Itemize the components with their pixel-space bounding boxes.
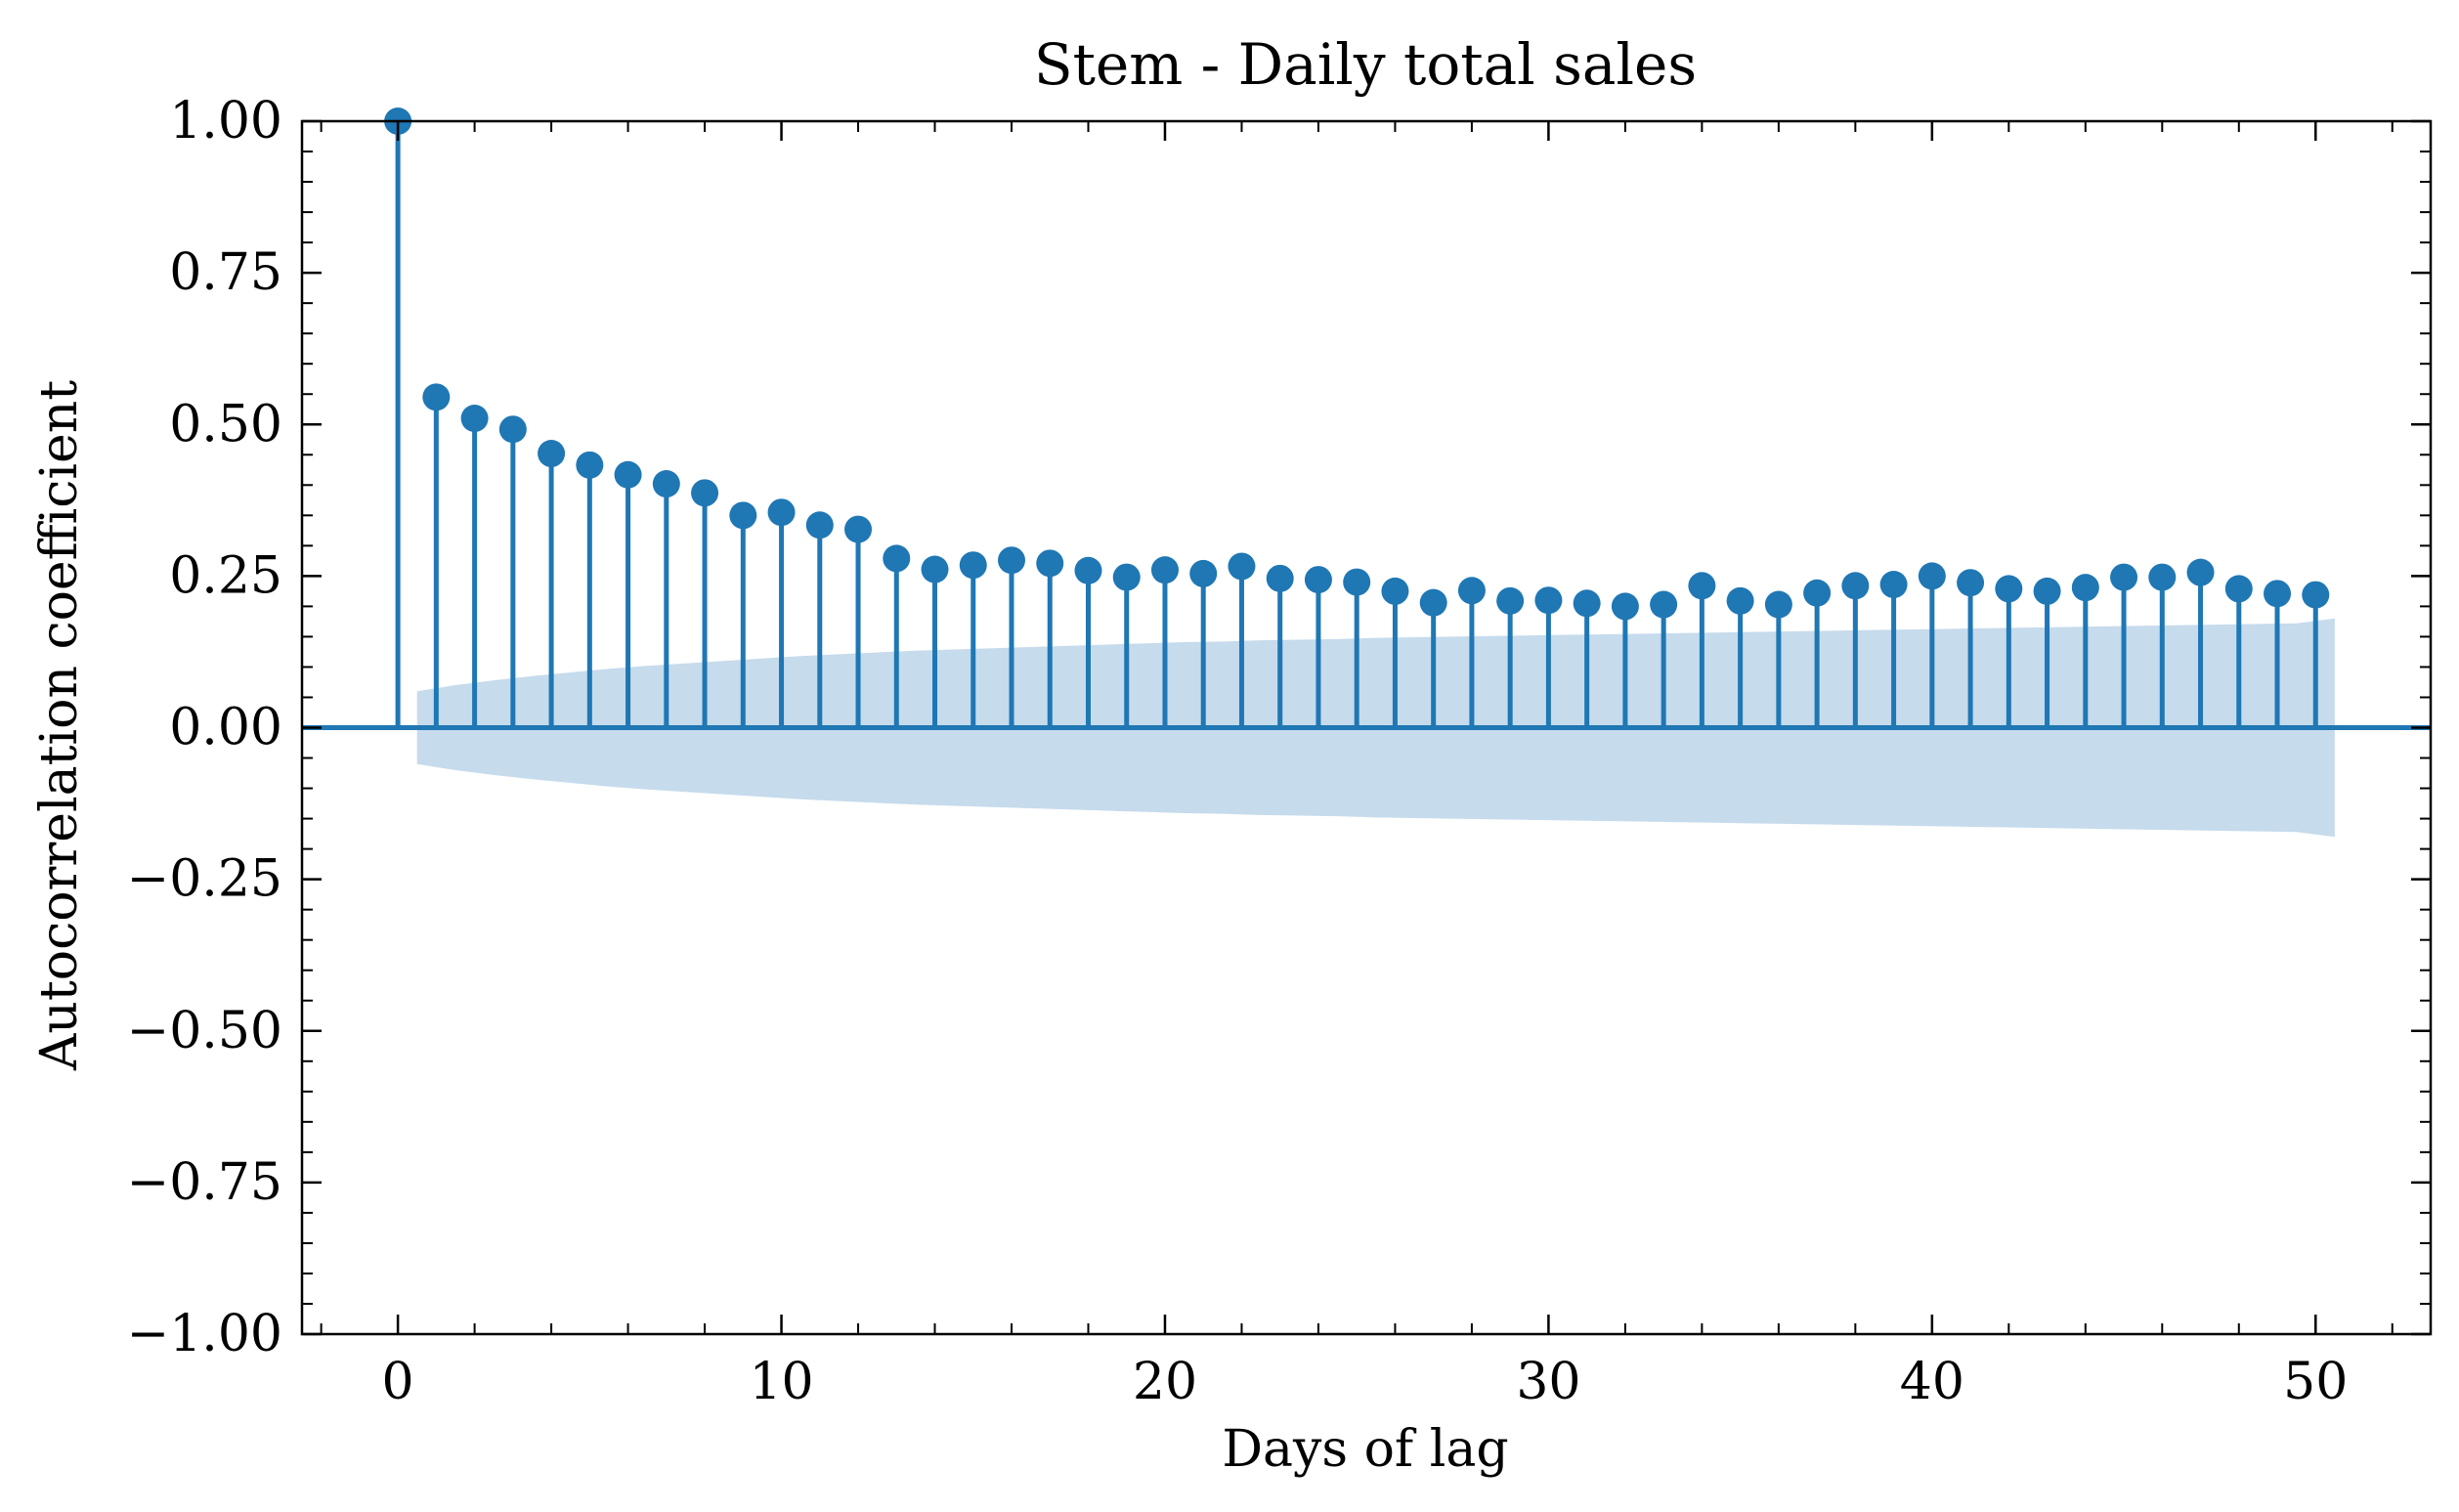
- stem-marker: [498, 415, 527, 444]
- stem-marker: [1534, 586, 1563, 615]
- axes: 0 10 20 30 40 50 1.00 0.75 0.50 0.25 0.00 −0.25 −0.5…: [127, 92, 2431, 1411]
- stem-marker: [959, 551, 987, 580]
- stem-marker: [1726, 586, 1754, 615]
- stem-marker: [1957, 569, 1985, 597]
- x-tick-label: 0: [382, 1353, 414, 1411]
- stem-marker: [1573, 589, 1601, 618]
- stem-marker: [767, 498, 796, 527]
- stem-marker: [1611, 592, 1639, 621]
- y-tick-label: 0.50: [169, 395, 282, 454]
- stem-marker: [729, 501, 757, 530]
- stem-marker: [2148, 563, 2177, 591]
- y-tick-label: 0.00: [169, 699, 282, 757]
- stem-marker: [1343, 568, 1371, 596]
- stem-marker: [1266, 564, 1294, 592]
- stem-marker: [1496, 586, 1525, 615]
- stem-marker: [805, 511, 834, 540]
- x-tick-label: 20: [1133, 1353, 1197, 1411]
- stem-marker: [652, 470, 680, 498]
- stem-marker: [998, 546, 1025, 575]
- x-tick-label: 50: [2283, 1353, 2348, 1411]
- stem-marker: [2264, 580, 2292, 608]
- y-tick-label: −0.50: [127, 1002, 282, 1060]
- stem-marker: [921, 555, 949, 583]
- stem-marker: [1995, 575, 2023, 603]
- stem-marker: [1074, 556, 1102, 584]
- stem-marker: [1381, 577, 1409, 605]
- stem-marker: [1150, 556, 1179, 584]
- x-tick-label: 40: [1900, 1353, 1964, 1411]
- stem-marker: [691, 479, 719, 507]
- y-tick-label: −1.00: [127, 1305, 282, 1363]
- stem-marker: [2302, 581, 2330, 609]
- y-tick-label: 0.25: [169, 546, 282, 605]
- stem-marker: [2110, 563, 2138, 591]
- stem-marker: [1457, 577, 1486, 605]
- stem-marker: [1688, 572, 1716, 600]
- y-tick-label: −0.25: [127, 850, 282, 909]
- stem-marker: [1841, 572, 1870, 600]
- x-tick-label: 30: [1516, 1353, 1580, 1411]
- stem-marker: [2224, 575, 2253, 603]
- stem-marker: [1879, 571, 1908, 599]
- stem-marker: [844, 515, 873, 543]
- stem-marker: [2033, 577, 2061, 605]
- stem-marker: [2071, 574, 2099, 602]
- stem-marker: [1419, 588, 1447, 617]
- stem-marker: [1764, 590, 1792, 619]
- plot-area: [302, 108, 2431, 838]
- x-axis-label: Days of lag: [1222, 1420, 1508, 1479]
- stem-marker: [576, 451, 604, 479]
- chart-title: Stem - Daily total sales: [1034, 31, 1697, 98]
- stem-marker: [1650, 590, 1678, 619]
- stem-marker: [1228, 552, 1256, 581]
- stem-marker: [1918, 562, 1946, 590]
- stem-marker: [538, 440, 566, 468]
- stem-marker: [1304, 566, 1332, 594]
- stem-marker: [422, 383, 451, 411]
- stem-marker: [883, 544, 911, 573]
- stem-marker: [460, 405, 489, 433]
- y-axis-label: Autocorrelation coefficient: [30, 380, 89, 1071]
- stem-marker: [1189, 559, 1218, 587]
- stem-marker: [1112, 563, 1141, 591]
- stem-marker: [1803, 579, 1832, 607]
- stem-marker: [2186, 558, 2215, 586]
- stem-marker: [614, 460, 642, 489]
- y-tick-label: 1.00: [169, 92, 282, 151]
- y-tick-label: 0.75: [169, 243, 282, 302]
- y-tick-label: −0.75: [127, 1153, 282, 1212]
- stem-marker: [1036, 549, 1064, 578]
- x-tick-label: 10: [749, 1353, 813, 1411]
